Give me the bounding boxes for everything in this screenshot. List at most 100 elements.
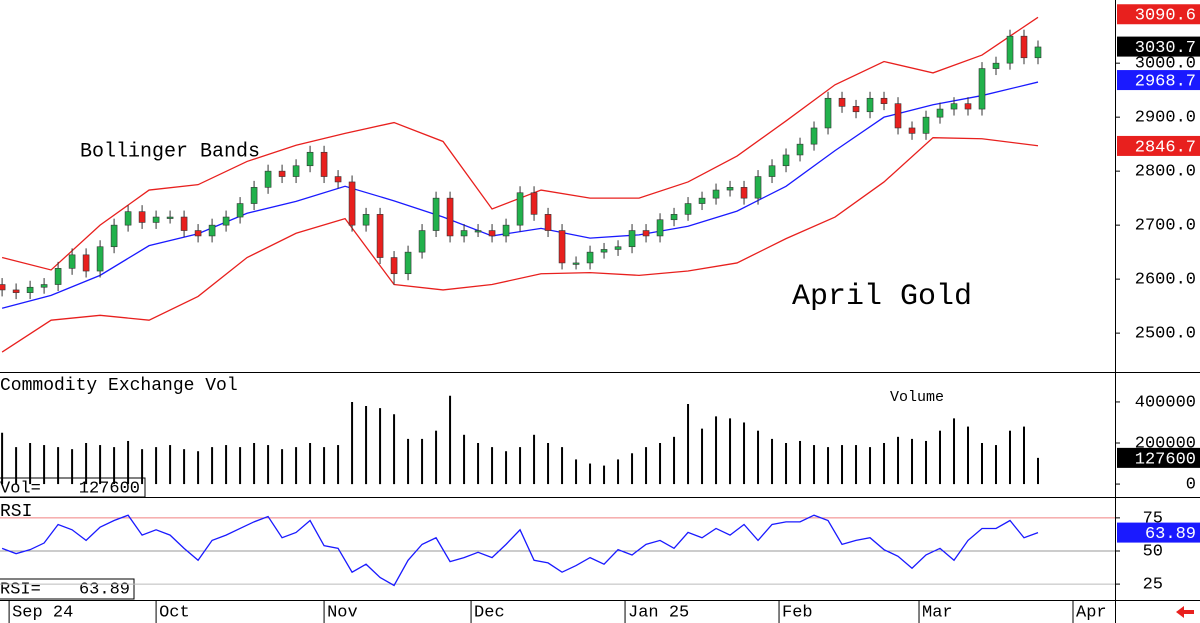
candle-body <box>502 224 510 237</box>
candle-body <box>12 289 20 293</box>
x-tick-label: Feb <box>782 603 813 622</box>
candle-body <box>488 230 496 237</box>
candle-body <box>1034 46 1042 59</box>
candle-body <box>712 189 720 199</box>
candle-body <box>236 203 244 218</box>
value-tag <box>1117 70 1200 91</box>
value-tag <box>1117 447 1200 468</box>
candle-body <box>698 197 706 204</box>
candle-body <box>474 230 482 233</box>
value-tag <box>1117 522 1200 543</box>
annotation: Volume <box>890 389 944 406</box>
candle-body <box>992 62 1000 69</box>
y-tick-label: 50 <box>1143 542 1163 561</box>
candle-body <box>292 165 300 177</box>
candle-body <box>0 284 6 291</box>
candle-body <box>404 251 412 275</box>
y-tick-label: 400000 <box>1135 393 1196 412</box>
rsi-line <box>1 514 1039 587</box>
annotation: Bollinger Bands <box>80 140 260 163</box>
candle-body <box>572 262 580 265</box>
y-tick-label: 2700.0 <box>1135 217 1196 236</box>
candle-body <box>600 249 608 253</box>
x-tick-label: Apr <box>1076 603 1107 622</box>
panel-title: Commodity Exchange Vol <box>0 376 238 396</box>
candle-body <box>544 214 552 231</box>
value-tag-label: 63.89 <box>1145 525 1196 544</box>
x-tick-label: Oct <box>159 603 190 622</box>
candle-body <box>922 116 930 134</box>
y-tick-label: 25 <box>1143 576 1163 595</box>
candle-body <box>334 176 342 183</box>
x-tick-label: Jan 25 <box>628 603 689 622</box>
candle-body <box>796 143 804 156</box>
x-tick-label: Dec <box>474 603 505 622</box>
x-tick-label: Sep 24 <box>12 603 73 622</box>
value-tag-label: 3030.7 <box>1135 39 1196 58</box>
candle-body <box>376 214 384 258</box>
candle-body <box>978 68 986 110</box>
x-tick-label: Nov <box>327 603 358 622</box>
candle-body <box>516 192 524 226</box>
candle-body <box>754 176 762 199</box>
readout-label: Vol= <box>0 479 41 498</box>
candle-body <box>418 230 426 253</box>
candle-body <box>614 246 622 250</box>
candle-body <box>250 187 258 204</box>
candle-body <box>152 216 160 223</box>
candle-body <box>26 286 34 293</box>
candle-body <box>194 230 202 237</box>
candle-body <box>432 197 440 231</box>
scroll-arrow[interactable] <box>1176 606 1194 618</box>
candle-body <box>894 103 902 129</box>
candle-body <box>348 181 356 226</box>
candle-body <box>68 254 76 269</box>
candle-body <box>124 211 132 226</box>
y-tick-label: 2500.0 <box>1135 325 1196 344</box>
candle-body <box>138 211 146 223</box>
candle-body <box>110 224 118 248</box>
candle-body <box>880 97 888 104</box>
candle-body <box>460 230 468 237</box>
candle-body <box>362 214 370 226</box>
candle-body <box>656 219 664 237</box>
value-tag-label: 2846.7 <box>1135 138 1196 157</box>
candle-body <box>320 151 328 177</box>
value-tag-label: 127600 <box>1135 450 1196 469</box>
candle-body <box>558 230 566 264</box>
candle-body <box>628 230 636 248</box>
candle-body <box>82 254 90 272</box>
bollinger-band <box>1 81 1039 309</box>
y-tick-label: 2900.0 <box>1135 109 1196 128</box>
candle-body <box>852 106 860 113</box>
candle-body <box>586 251 594 264</box>
candle-body <box>264 170 272 188</box>
value-tag <box>1117 135 1200 156</box>
value-tag-label: 3090.6 <box>1135 7 1196 26</box>
readout-label: RSI= <box>0 580 41 599</box>
candle-body <box>530 192 538 215</box>
readout-value: 127600 <box>79 479 140 498</box>
candle-body <box>54 268 62 285</box>
x-tick-label: Mar <box>922 603 953 622</box>
candle-body <box>782 154 790 167</box>
candle-body <box>810 127 818 145</box>
bollinger-band <box>1 137 1039 353</box>
candle-body <box>866 97 874 113</box>
candle-body <box>726 187 734 191</box>
annotation: April Gold <box>792 280 972 314</box>
value-tag-label: 2968.7 <box>1135 73 1196 92</box>
y-tick-label: 0 <box>1186 476 1196 495</box>
y-tick-label: 3000.0 <box>1135 55 1196 74</box>
candle-body <box>1006 35 1014 64</box>
candle-body <box>936 108 944 118</box>
candle-body <box>446 197 454 237</box>
candle-body <box>768 165 776 177</box>
candle-body <box>964 103 972 110</box>
bollinger-band <box>1 16 1039 271</box>
candle-body <box>166 216 174 219</box>
candle-body <box>40 284 48 288</box>
value-tag <box>1117 36 1200 57</box>
candle-body <box>684 203 692 215</box>
candle-body <box>824 97 832 129</box>
